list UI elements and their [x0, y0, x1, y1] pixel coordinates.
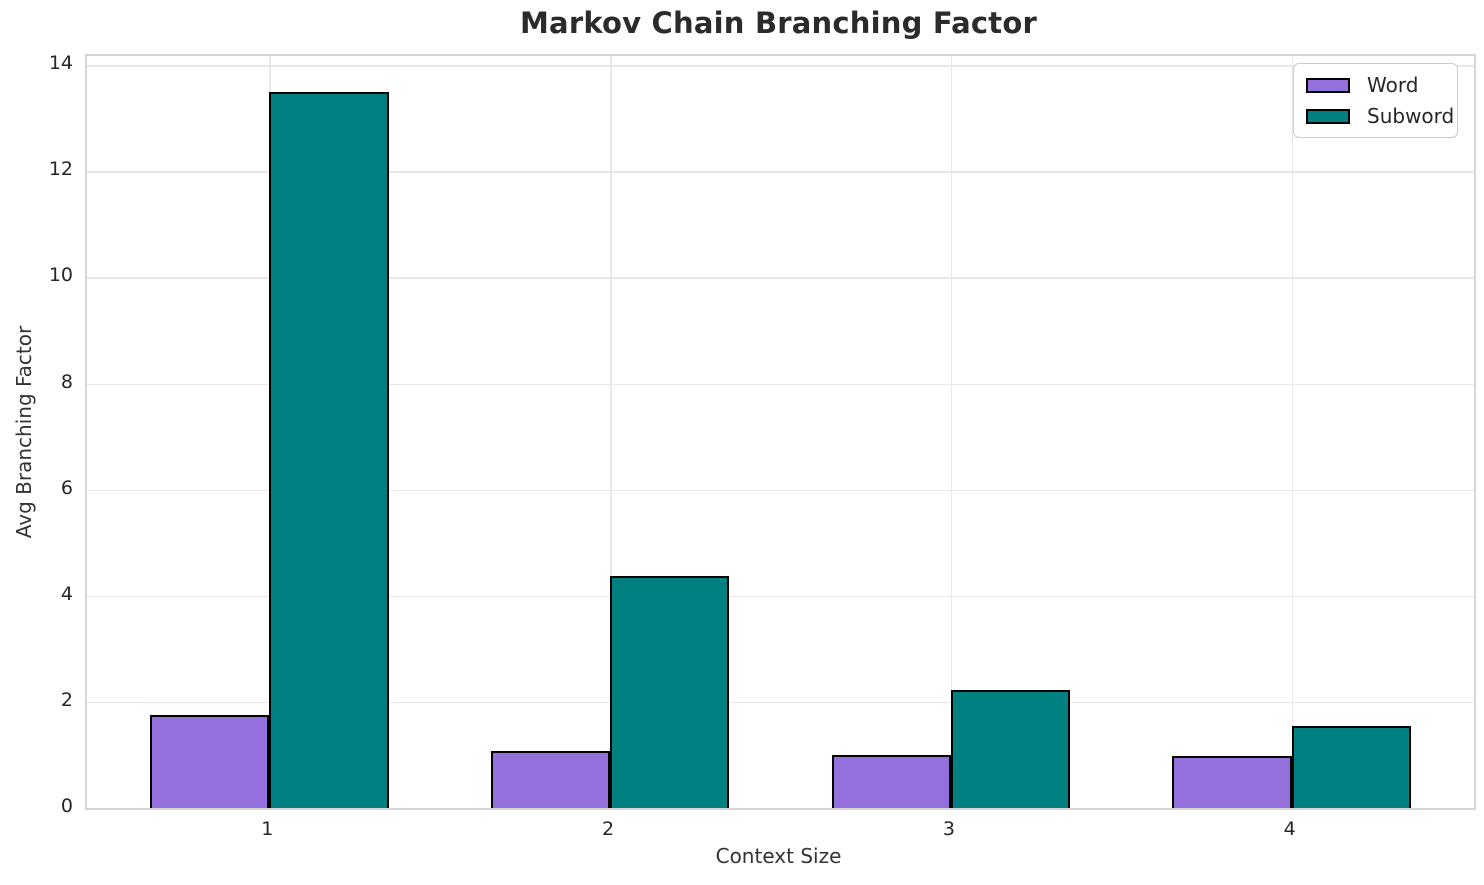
bar-word: [1172, 756, 1292, 808]
gridline-h: [87, 171, 1474, 173]
word-swatch-icon: [1306, 77, 1350, 93]
y-tick-label: 2: [60, 688, 73, 711]
legend-label-word: Word: [1367, 73, 1419, 97]
gridline-h: [87, 65, 1474, 67]
y-tick-label: 12: [48, 158, 73, 181]
y-tick-label: 4: [60, 582, 73, 605]
bar-word: [831, 754, 951, 808]
bar-subword: [610, 575, 730, 808]
gridline-h: [87, 277, 1474, 279]
bar-subword: [269, 91, 389, 808]
legend-label-subword: Subword: [1367, 104, 1455, 128]
y-tick-label: 0: [60, 795, 73, 817]
gridline-v: [1291, 56, 1294, 808]
y-tick-label: 6: [60, 476, 73, 499]
plot-area: [85, 54, 1476, 810]
bar-word: [490, 751, 611, 808]
gridline-h: [87, 701, 1474, 704]
gridline-v: [610, 56, 612, 808]
y-tick-label: 10: [48, 264, 73, 287]
x-tick-label: 1: [261, 818, 274, 840]
chart-title: Markov Chain Branching Factor: [520, 6, 1037, 40]
y-tick-label: 8: [60, 370, 73, 393]
subword-swatch-icon: [1306, 108, 1350, 124]
x-tick-label: 2: [602, 818, 615, 840]
gridline-h: [87, 489, 1474, 492]
legend-item-word: Word: [1306, 73, 1445, 97]
legend-item-subword: Subword: [1306, 104, 1454, 128]
gridline-v: [950, 56, 953, 808]
legend: Word Subword: [1293, 63, 1458, 138]
y-tick-label: 14: [48, 52, 73, 75]
x-tick-label: 4: [1283, 818, 1296, 840]
x-tick-label: 3: [942, 818, 955, 840]
bar-word: [150, 715, 270, 808]
bar-subword: [950, 690, 1071, 808]
gridline-h: [87, 383, 1474, 386]
gridline-h: [87, 595, 1474, 598]
x-axis-label: Context Size: [715, 844, 842, 868]
bar-subword: [1291, 725, 1411, 808]
y-axis-label: Avg Branching Factor: [12, 325, 36, 539]
